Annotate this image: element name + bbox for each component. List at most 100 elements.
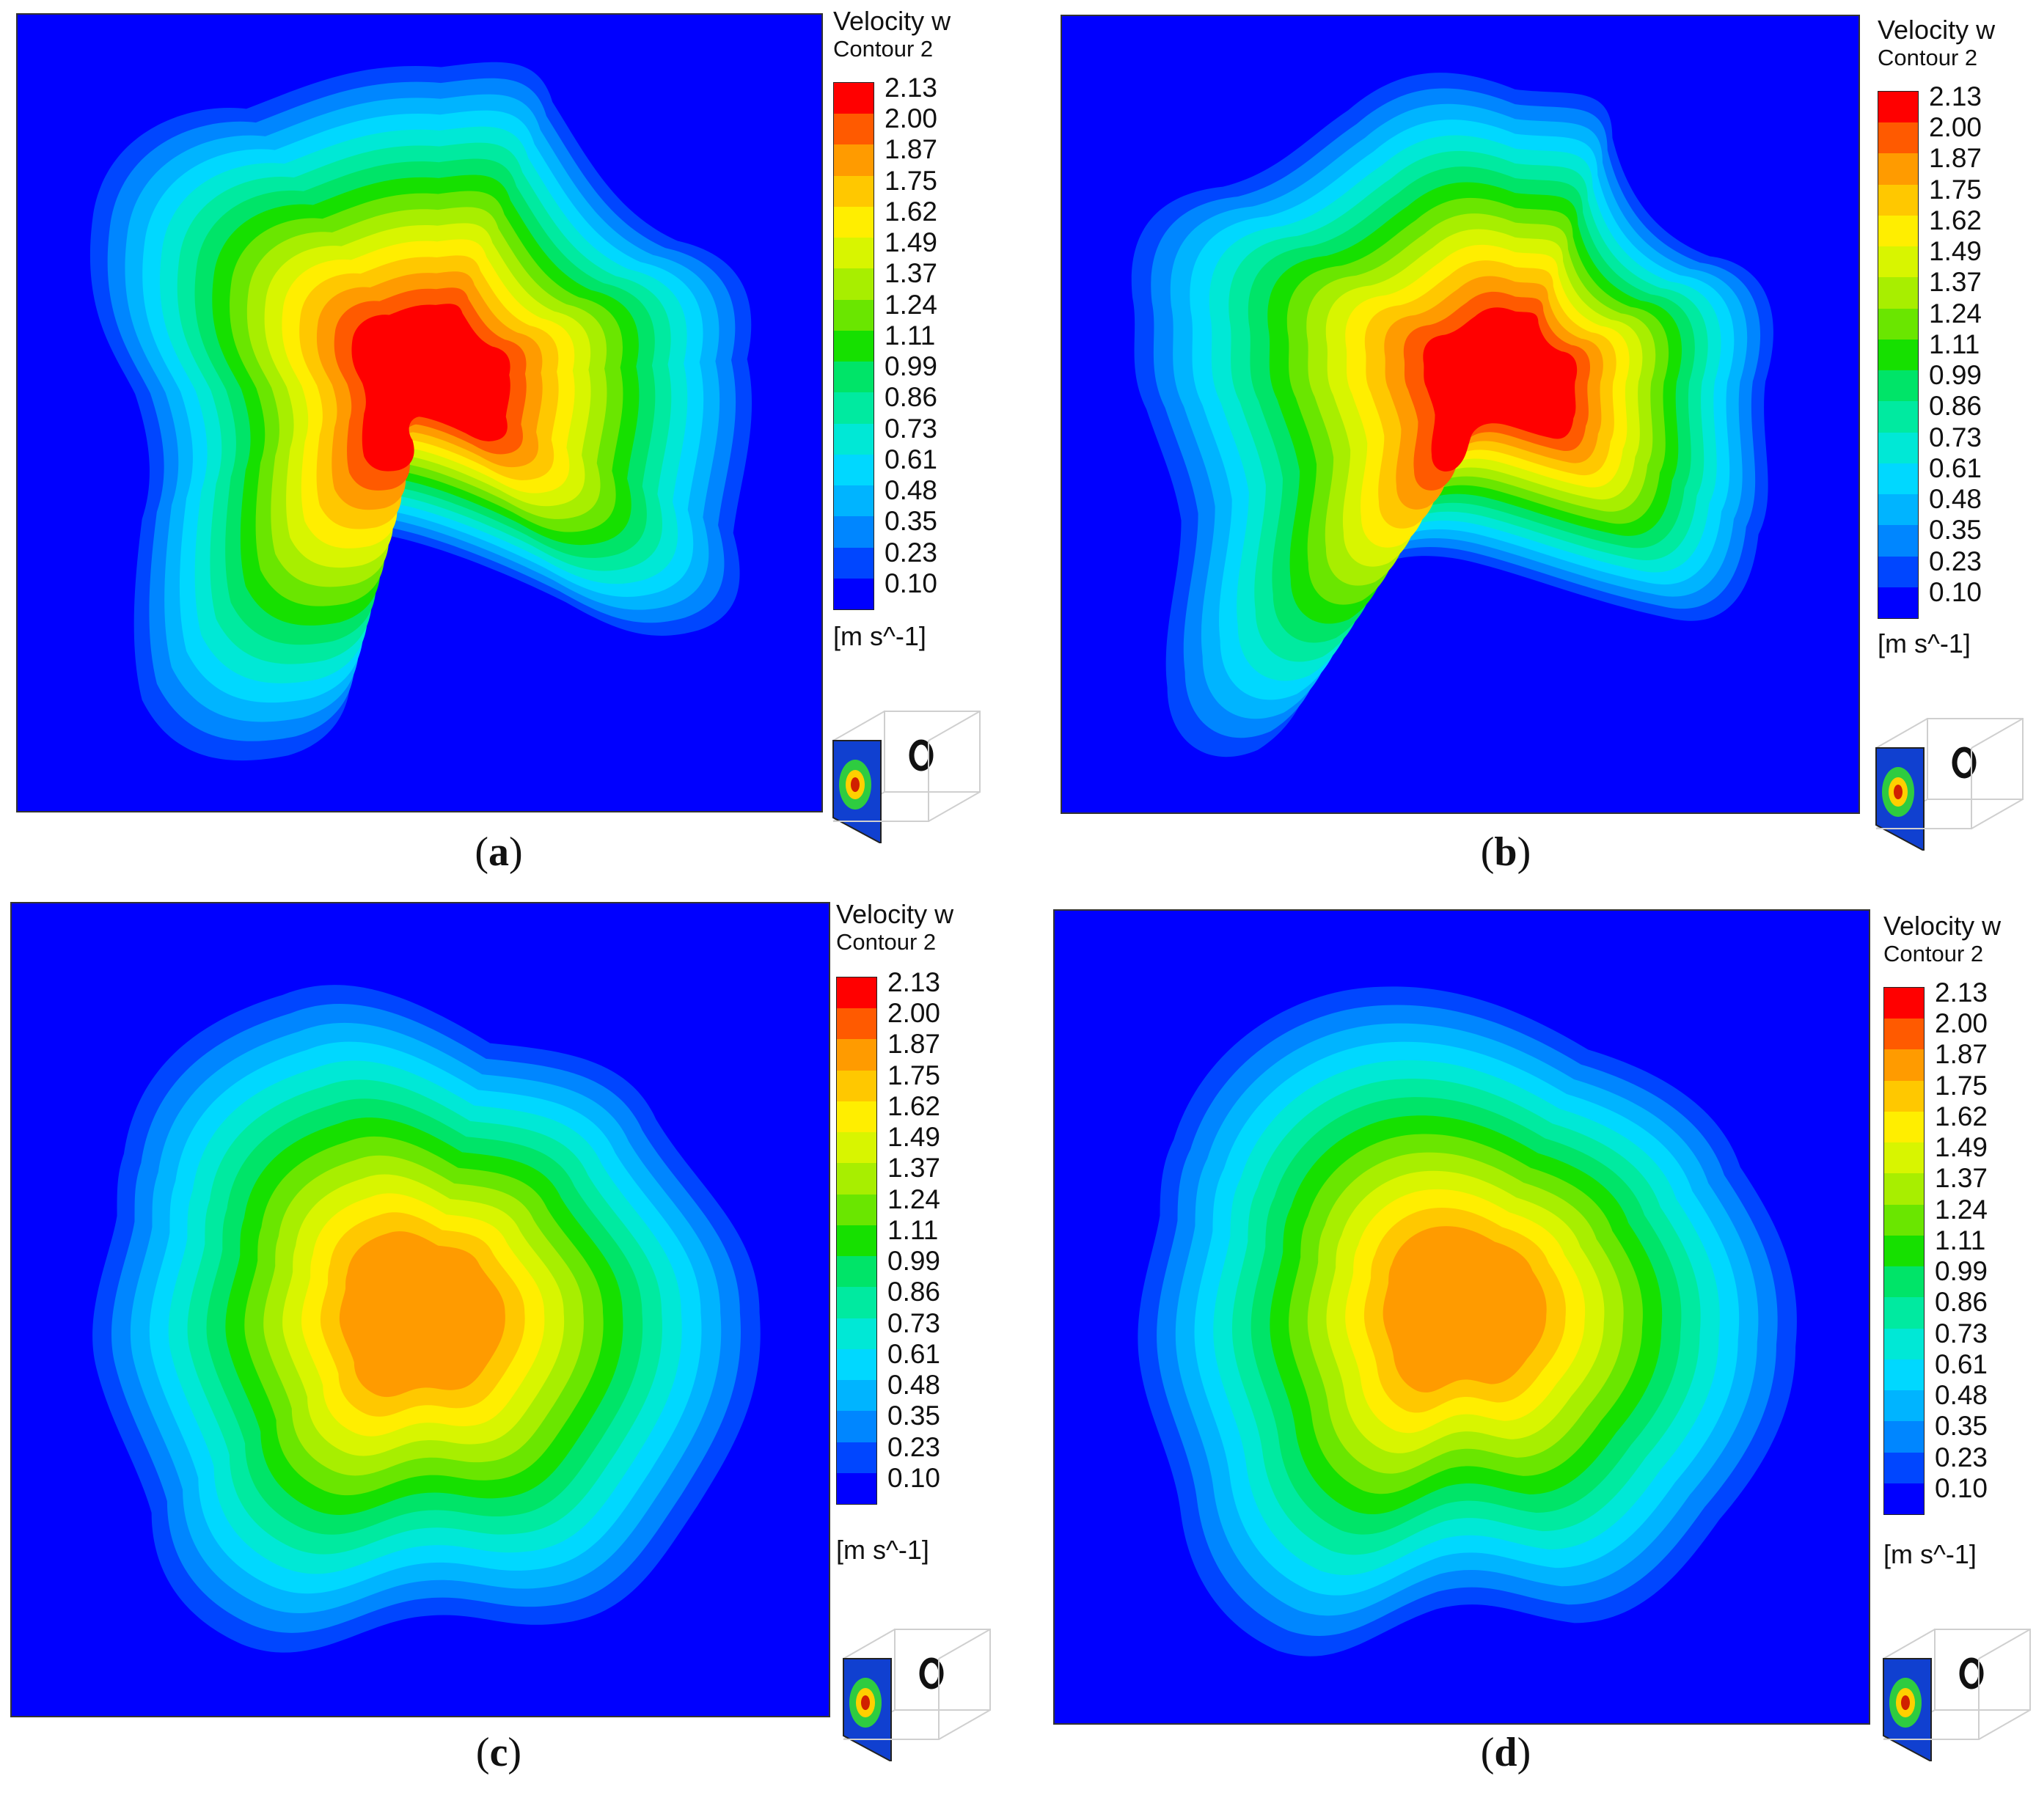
unit-label: [m s^-1] — [836, 1535, 929, 1565]
colorbar — [1878, 91, 1919, 619]
colorbar-segment — [834, 516, 874, 548]
colorbar-tick-label: 0.35 — [885, 506, 938, 537]
colorbar-segment — [837, 1132, 876, 1164]
contour-band — [339, 1231, 505, 1398]
contour-bands-c — [73, 966, 780, 1673]
box-front-edges — [843, 1659, 940, 1740]
colorbar — [833, 82, 874, 610]
panel-letter: d — [1494, 1730, 1517, 1775]
colorbar-tick-label: 0.23 — [885, 537, 938, 568]
colorbar-segment — [1884, 1142, 1924, 1174]
contour-svg-d — [1118, 968, 1817, 1677]
colorbar-tick-label: 1.49 — [885, 227, 938, 258]
colorbar-segment — [837, 1039, 876, 1071]
colorbar-tick-label: 2.13 — [885, 73, 938, 103]
colorbar-segment — [1884, 1452, 1924, 1484]
colorbar-tick-label: 1.62 — [887, 1090, 941, 1121]
colorbar — [1883, 987, 1925, 1515]
colorbar-tick-label: 0.86 — [1929, 391, 1982, 422]
colorbar-tick-label: 0.99 — [885, 351, 938, 382]
legend-subtitle: Contour 2 — [836, 929, 937, 955]
colorbar-tick-label: 1.11 — [887, 1214, 939, 1245]
colorbar-segment — [834, 485, 874, 517]
colorbar-tick-label: 0.99 — [887, 1246, 941, 1277]
panel-c: Velocity w Contour 2 [m s^-1] (c) 2.13 2.… — [0, 896, 1018, 1806]
colorbar-tick-label: 0.86 — [1935, 1287, 1988, 1318]
colorbar-tick-label: 0.61 — [1929, 452, 1982, 483]
colorbar-segment — [834, 268, 874, 301]
colorbar-segment — [1884, 988, 1924, 1019]
colorbar-segment — [1884, 1204, 1924, 1236]
colorbar-tick-label: 0.86 — [885, 382, 938, 413]
colorbar-tick-label: 0.23 — [887, 1431, 941, 1462]
colorbar-segment — [837, 1070, 876, 1102]
colorbar-tick-label: 1.24 — [885, 289, 938, 320]
colorbar-tick-label: 1.37 — [1929, 267, 1982, 298]
contour-plot-d — [1053, 909, 1870, 1725]
unit-label: [m s^-1] — [1883, 1539, 1977, 1569]
contour-plot-c — [10, 902, 830, 1717]
colorbar-tick-label: 1.24 — [1929, 298, 1982, 329]
colorbar-segment — [1878, 184, 1918, 216]
panel-label: (c) — [475, 1730, 522, 1775]
colorbar-tick-label: 1.11 — [1935, 1225, 1986, 1255]
colorbar-segment — [837, 977, 876, 1009]
orientation-box — [832, 711, 981, 845]
colorbar-tick-label: 0.10 — [885, 568, 938, 598]
colorbar-segment — [837, 1225, 876, 1257]
contour-band — [1423, 307, 1578, 471]
orientation-box — [1875, 718, 2024, 852]
colorbar-tick-label: 1.75 — [1935, 1070, 1988, 1101]
colorbar-tick-label: 0.73 — [885, 413, 938, 444]
colorbar-tick-label: 0.23 — [1935, 1442, 1988, 1472]
colorbar-segment — [837, 1442, 876, 1474]
colorbar-segment — [1878, 308, 1918, 340]
colorbar-segment — [834, 578, 874, 610]
panel-letter: a — [488, 829, 509, 875]
colorbar-tick-label: 2.13 — [887, 967, 941, 997]
colorbar-tick-label: 0.61 — [1935, 1349, 1988, 1379]
colorbar-tick-label: 0.23 — [1929, 546, 1982, 576]
colorbar-segment — [1884, 1266, 1924, 1298]
contour-bands-a — [73, 45, 768, 780]
contour-svg-b — [1112, 56, 1787, 777]
colorbar-tick-label: 1.75 — [885, 165, 938, 196]
colorbar-segment — [834, 175, 874, 208]
colorbar-tick-label: 1.62 — [1929, 205, 1982, 235]
contour-plot-b — [1061, 15, 1860, 814]
colorbar-tick-label: 1.87 — [1935, 1039, 1988, 1070]
colorbar-tick-label: 0.10 — [1935, 1472, 1988, 1503]
colorbar-segment — [837, 1101, 876, 1133]
colorbar-tick-label: 0.73 — [887, 1307, 941, 1338]
colorbar-tick-label: 1.11 — [1929, 329, 1980, 359]
panel-a: Velocity w Contour 2 [m s^-1] (a) 2.13 2.… — [0, 0, 1018, 910]
colorbar-tick-label: 1.49 — [1935, 1132, 1988, 1163]
colorbar-segment — [837, 1411, 876, 1443]
colorbar-segment — [837, 1008, 876, 1040]
legend-title: Velocity w — [836, 899, 954, 929]
legend-subtitle: Contour 2 — [1878, 45, 1978, 70]
colorbar-segment — [837, 1256, 876, 1288]
colorbar-segment — [1884, 1483, 1924, 1515]
colorbar-tick-label: 0.86 — [887, 1277, 941, 1307]
colorbar-tick-label: 0.73 — [1929, 422, 1982, 452]
colorbar-tick-label: 0.61 — [885, 444, 938, 474]
contour-svg-c — [73, 966, 780, 1673]
colorbar-tick-label: 0.48 — [887, 1370, 941, 1401]
colorbar-tick-label: 2.13 — [1929, 81, 1982, 111]
contour-bands-d — [1118, 968, 1817, 1677]
colorbar-segment — [837, 1472, 876, 1505]
colorbar-segment — [837, 1287, 876, 1319]
colorbar-tick-label: 1.37 — [887, 1153, 941, 1184]
colorbar-segment — [1884, 1080, 1924, 1112]
colorbar-segment — [834, 144, 874, 177]
colorbar-tick-label: 0.35 — [1935, 1411, 1988, 1442]
colorbar-segment — [1884, 1049, 1924, 1082]
orientation-widget — [836, 1615, 997, 1763]
colorbar-segment — [1878, 525, 1918, 557]
colorbar-tick-label: 1.37 — [1935, 1163, 1988, 1194]
colorbar-tick-label: 0.35 — [1929, 515, 1982, 546]
colorbar-segment — [837, 1349, 876, 1381]
colorbar-segment — [1878, 463, 1918, 495]
colorbar-tick-label: 1.37 — [885, 258, 938, 289]
